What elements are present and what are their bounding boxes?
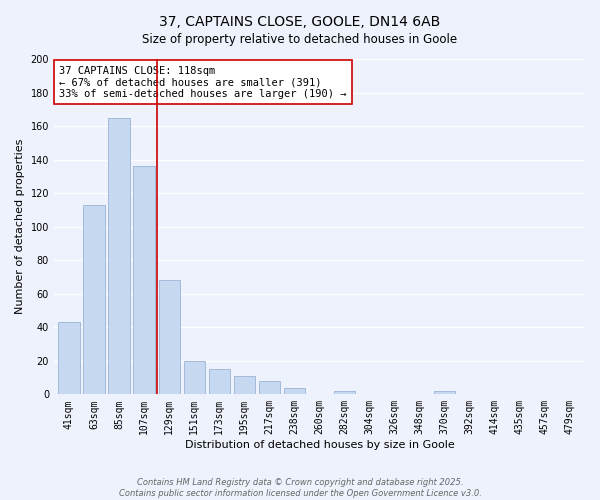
Text: Contains HM Land Registry data © Crown copyright and database right 2025.
Contai: Contains HM Land Registry data © Crown c… xyxy=(119,478,481,498)
Y-axis label: Number of detached properties: Number of detached properties xyxy=(15,139,25,314)
Bar xyxy=(58,322,80,394)
Bar xyxy=(284,388,305,394)
Bar xyxy=(83,205,104,394)
Bar xyxy=(259,381,280,394)
Text: Size of property relative to detached houses in Goole: Size of property relative to detached ho… xyxy=(142,32,458,46)
Bar xyxy=(133,166,155,394)
Bar xyxy=(158,280,180,394)
X-axis label: Distribution of detached houses by size in Goole: Distribution of detached houses by size … xyxy=(185,440,454,450)
Text: 37, CAPTAINS CLOSE, GOOLE, DN14 6AB: 37, CAPTAINS CLOSE, GOOLE, DN14 6AB xyxy=(160,15,440,29)
Bar xyxy=(334,391,355,394)
Bar xyxy=(109,118,130,394)
Bar xyxy=(184,361,205,394)
Bar xyxy=(209,369,230,394)
Bar xyxy=(233,376,255,394)
Bar xyxy=(434,391,455,394)
Text: 37 CAPTAINS CLOSE: 118sqm
← 67% of detached houses are smaller (391)
33% of semi: 37 CAPTAINS CLOSE: 118sqm ← 67% of detac… xyxy=(59,66,347,99)
